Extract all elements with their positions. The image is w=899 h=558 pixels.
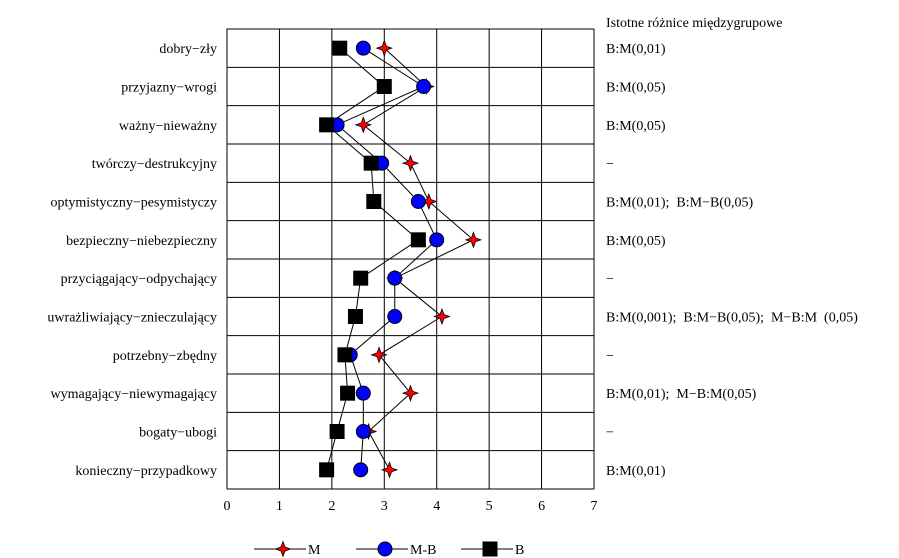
category-label: optymistyczny−pesymistyczy	[50, 196, 217, 211]
data-point-m-b	[387, 309, 403, 324]
category-label: przyjazny−wrogi	[121, 81, 217, 96]
significance-label: B:M(0,01)	[606, 42, 666, 57]
data-point-m-b	[429, 232, 445, 248]
data-point-m	[401, 384, 420, 402]
legend-marker-m-b	[377, 541, 393, 557]
x-tick-label: 4	[433, 499, 440, 514]
legend-label: B	[515, 543, 524, 558]
data-point-b	[332, 40, 348, 56]
x-tick-label: 7	[591, 499, 598, 514]
data-point-m-b	[410, 194, 426, 209]
data-point-b	[340, 385, 356, 401]
category-label: wymagający−niewymagający	[51, 387, 218, 402]
series	[319, 39, 483, 479]
data-point-b	[347, 309, 363, 324]
data-point-b	[319, 117, 335, 133]
legend: M M-B B	[254, 540, 524, 558]
data-point-m-b	[387, 270, 403, 286]
significance-header: Istotne różnice międzygrupowe	[606, 16, 783, 31]
x-tick-label: 0	[224, 499, 231, 514]
x-tick-label: 3	[381, 499, 388, 514]
significance-label: −	[606, 272, 614, 287]
data-point-m	[354, 116, 372, 134]
significance-label: −	[606, 157, 614, 172]
data-point-b	[376, 79, 392, 94]
data-point-b	[319, 462, 335, 478]
data-point-m	[380, 461, 399, 479]
category-label: dobry−zły	[159, 42, 217, 57]
category-label: potrzebny−zbędny	[113, 349, 217, 364]
data-point-b	[337, 347, 353, 363]
data-point-m	[433, 307, 451, 326]
data-point-m	[375, 39, 393, 57]
data-point-m-b	[355, 40, 371, 56]
x-tick-label: 5	[486, 499, 493, 514]
data-point-m	[464, 231, 483, 249]
category-label: przyciągający−odpychający	[61, 272, 217, 287]
grid	[226, 28, 595, 490]
significance-label: B:M(0,001); B:M−B(0,05); M−B:M (0,05)	[606, 311, 858, 326]
significance-label: B:M(0,01); B:M−B(0,05)	[606, 196, 753, 211]
data-point-b	[363, 155, 379, 171]
category-label: bogaty−ubogi	[139, 426, 217, 441]
significance-label: B:M(0,01)	[606, 464, 666, 479]
x-tick-label: 2	[328, 499, 335, 514]
data-point-b	[410, 232, 426, 248]
x-axis-ticks: 0 1 2 3 4 5 6 7	[224, 499, 598, 514]
data-point-m-b	[355, 424, 371, 439]
data-point-m	[401, 154, 420, 172]
category-labels: dobry−zły przyjazny−wrogi ważny−nieważny tw…	[47, 42, 217, 479]
data-point-b	[366, 194, 382, 209]
significance-label: −	[606, 349, 614, 364]
legend-label: M-B	[410, 543, 436, 558]
data-point-m-b	[416, 79, 432, 94]
x-tick-label: 1	[276, 499, 283, 514]
legend-label: M	[308, 543, 321, 558]
category-label: ważny−nieważny	[119, 119, 217, 134]
data-point-m-b	[353, 462, 369, 478]
data-point-b	[353, 270, 369, 286]
data-point-b	[329, 424, 345, 439]
significance-label: B:M(0,01); M−B:M(0,05)	[606, 387, 757, 402]
series-line-m	[362, 47, 475, 471]
x-tick-label: 6	[538, 499, 545, 514]
significance-label: B:M(0,05)	[606, 119, 666, 134]
significance-label: B:M(0,05)	[606, 81, 666, 96]
significance-column: Istotne różnice międzygrupowe B:M(0,01) B…	[606, 16, 858, 479]
category-label: uwrażliwiający−znieczulający	[47, 311, 217, 326]
legend-marker-b	[482, 541, 498, 557]
category-label: konieczny−przypadkowy	[75, 464, 217, 479]
data-point-m-b	[355, 385, 371, 401]
category-label: bezpieczny−niebezpieczny	[66, 234, 217, 249]
significance-label: −	[606, 426, 614, 441]
legend-marker-m	[274, 540, 292, 558]
data-point-m	[370, 346, 388, 364]
significance-label: B:M(0,05)	[606, 234, 666, 249]
category-label: twórczy−destrukcyjny	[92, 157, 217, 172]
